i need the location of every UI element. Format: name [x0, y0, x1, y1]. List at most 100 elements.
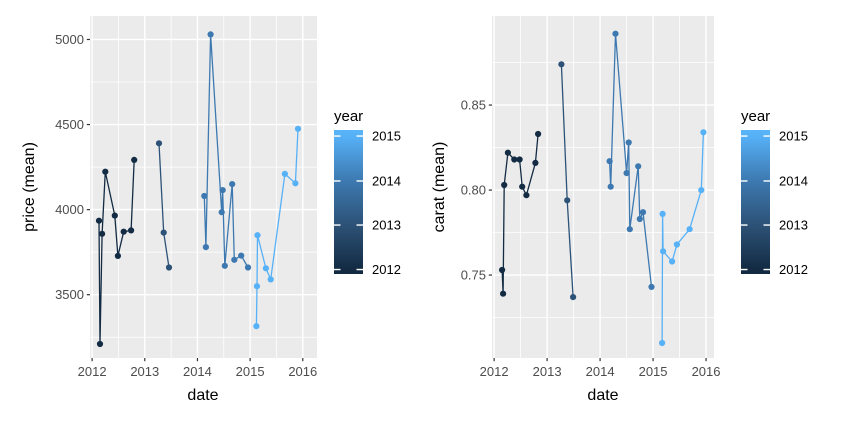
- data-point-2012: [96, 340, 104, 348]
- data-point-2014: [201, 192, 208, 200]
- data-point-2012: [504, 149, 511, 156]
- x-tick-label: 2013: [130, 364, 159, 379]
- data-point-2012: [516, 156, 523, 163]
- x-tick-label: 2016: [288, 364, 317, 379]
- data-point-2012: [532, 159, 539, 166]
- data-point-2014: [221, 262, 228, 269]
- data-point-2013: [564, 197, 571, 204]
- data-point-2015: [698, 187, 705, 194]
- data-point-2015: [292, 180, 299, 187]
- series-line-2015: [661, 131, 705, 344]
- data-point-2014: [202, 244, 209, 251]
- data-point-2012: [523, 192, 530, 199]
- data-point-2012: [102, 168, 109, 175]
- data-point-2015: [253, 323, 260, 330]
- x-tick-label: 2012: [480, 364, 509, 379]
- data-point-2014: [636, 215, 643, 223]
- data-point-2012: [535, 130, 542, 138]
- legend-label: 2015: [372, 129, 401, 144]
- x-tick-label: 2016: [692, 364, 721, 379]
- panel-background: [492, 16, 714, 358]
- data-point-2012: [95, 217, 103, 224]
- data-point-2012: [120, 228, 127, 235]
- y-tick-label: 0.85: [461, 98, 486, 113]
- y-tick-label: 4000: [55, 202, 84, 217]
- legend-label: 2014: [372, 173, 401, 188]
- data-point-2015: [659, 339, 666, 347]
- data-point-2012: [114, 252, 121, 259]
- data-point-2013: [155, 140, 163, 147]
- data-point-2015: [659, 210, 666, 217]
- data-point-2015: [700, 129, 707, 136]
- data-point-2015: [686, 226, 693, 233]
- data-point-2012: [500, 290, 507, 297]
- x-tick-label: 2014: [183, 364, 212, 379]
- x-tick-label: 2015: [236, 364, 265, 379]
- data-point-2015: [253, 283, 261, 290]
- figure-price: 2012 2013 2014 2015 2016 5000 4500 4000 3500 2015…: [55, 16, 401, 379]
- data-point-2014: [218, 209, 225, 216]
- legend-label: 2015: [779, 129, 808, 144]
- series-line-2014: [203, 33, 249, 269]
- y-tick-label: 5000: [55, 32, 84, 47]
- legend-colorbar: [334, 130, 363, 274]
- legend-label: 2014: [779, 173, 808, 188]
- data-point-2012: [519, 183, 526, 190]
- legend-title-left: year: [334, 108, 363, 125]
- data-point-2012: [128, 227, 135, 234]
- data-point-2015: [254, 232, 261, 239]
- data-point-2013: [558, 61, 565, 68]
- data-point-2015: [262, 265, 269, 272]
- data-point-2014: [219, 187, 226, 194]
- data-point-2014: [612, 30, 619, 37]
- x-tick-label: 2015: [639, 364, 668, 379]
- data-point-2014: [606, 158, 613, 165]
- data-point-2014: [639, 209, 647, 216]
- y-tick-label: 0.80: [461, 183, 486, 198]
- figure-carat: 2012 2013 2014 2015 2016 0.85 0.80 0.75 2015 2014…: [461, 16, 808, 379]
- y-axis-title-price: price (mean): [21, 142, 38, 232]
- data-point-2015: [669, 258, 676, 265]
- data-point-2014: [625, 139, 632, 146]
- data-point-2014: [626, 226, 633, 233]
- data-point-2014: [229, 181, 236, 188]
- legend-label: 2012: [372, 262, 401, 277]
- data-point-2014: [207, 31, 214, 38]
- data-point-2012: [99, 230, 106, 237]
- data-point-2014: [623, 170, 630, 177]
- legend-label: 2012: [779, 262, 808, 277]
- data-point-2012: [111, 212, 118, 219]
- data-point-2014: [648, 283, 655, 290]
- data-point-2015: [294, 125, 302, 132]
- data-point-2015: [281, 170, 288, 177]
- legend-colorbar: [741, 130, 770, 274]
- data-point-2015: [673, 241, 681, 248]
- y-tick-label: 4500: [55, 117, 84, 132]
- data-point-2012: [499, 266, 506, 274]
- data-point-2012: [501, 181, 508, 189]
- legend-title-right: year: [741, 108, 770, 125]
- data-point-2014: [244, 264, 252, 271]
- data-point-2014: [231, 256, 238, 263]
- panel-background: [90, 16, 317, 358]
- x-axis-title-right: date: [587, 387, 618, 404]
- data-point-2013: [160, 229, 167, 236]
- legend-label: 2013: [779, 218, 808, 233]
- data-point-2012: [511, 156, 518, 163]
- series-line-2014: [608, 33, 653, 288]
- x-tick-label: 2013: [533, 364, 562, 379]
- data-point-2015: [267, 276, 274, 283]
- x-tick-label: 2014: [586, 364, 615, 379]
- data-point-2014: [635, 163, 642, 170]
- data-point-2013: [570, 294, 577, 301]
- data-point-2015: [660, 248, 667, 255]
- y-axis-title-carat: carat (mean): [431, 142, 448, 233]
- x-axis-title-left: date: [187, 387, 218, 404]
- y-tick-label: 0.75: [461, 268, 486, 283]
- data-point-2014: [238, 252, 245, 259]
- y-tick-label: 3500: [55, 287, 84, 302]
- data-point-2013: [165, 264, 173, 271]
- data-point-2012: [131, 156, 138, 163]
